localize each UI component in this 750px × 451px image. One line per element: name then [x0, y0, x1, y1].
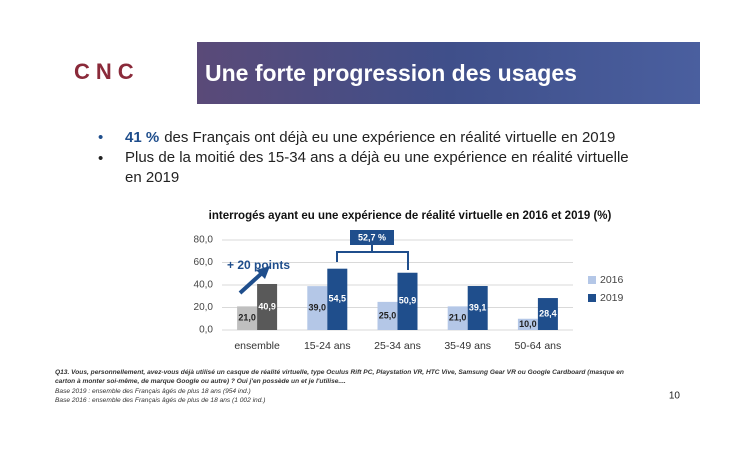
value-label: 25,0	[379, 310, 397, 320]
bar	[327, 268, 348, 330]
x-tick-label: 50-64 ans	[515, 340, 562, 352]
plot: 0,020,040,060,080,0ensemble21,040,915-24…	[194, 235, 624, 352]
y-tick-label: 80,0	[194, 235, 214, 246]
page-number: 10	[669, 391, 681, 402]
x-tick-label: 25-34 ans	[374, 340, 421, 352]
value-label: 54,5	[329, 294, 347, 304]
value-label: 40,9	[258, 301, 276, 311]
bracket	[336, 251, 409, 270]
legend-swatch	[588, 276, 596, 284]
arrow	[238, 271, 264, 295]
header-banner	[197, 42, 700, 104]
bar	[467, 286, 488, 330]
bullet-dot: •	[98, 129, 103, 146]
bar	[237, 306, 258, 330]
bullet-highlight: 41 %	[125, 129, 159, 146]
bar	[517, 318, 538, 330]
x-tick-label: 15-24 ans	[304, 340, 351, 352]
arrow-head	[256, 266, 270, 279]
bullet-wrap: Plus de la moitié des 15-34 ans a déjà e…	[125, 149, 629, 186]
x-tick-label: ensemble	[234, 340, 280, 352]
y-tick-label: 20,0	[194, 302, 214, 313]
footnote: Base 2016 : ensemble des Français âgés d…	[55, 397, 265, 404]
bullet-text: Plus de la moitié des 15-34 ans a déjà e…	[125, 149, 629, 186]
bullet-text: 41 % des Français ont déjà eu une expérie…	[125, 129, 615, 146]
x-tick-label: 35-49 ans	[444, 340, 491, 352]
logo: CNC	[74, 59, 140, 84]
value-label: 50,9	[399, 296, 417, 306]
bar	[377, 301, 398, 330]
y-tick-label: 40,0	[194, 280, 214, 291]
legend-label: 2016	[600, 274, 624, 286]
bullet-dot: •	[98, 150, 103, 167]
y-tick-label: 60,0	[194, 257, 214, 268]
bar	[397, 272, 418, 330]
footnote: Base 2019 : ensemble des Français âgés d…	[55, 388, 251, 395]
value-label: 10,0	[519, 319, 537, 329]
footnote: Q13. Vous, personnellement, avez-vous dé…	[55, 369, 624, 376]
legend-swatch	[588, 294, 596, 302]
chart-title: interrogés ayant eu une expérience de ré…	[209, 210, 612, 222]
y-tick-label: 0,0	[199, 325, 213, 336]
bar	[537, 298, 558, 330]
value-label: 39,0	[309, 302, 327, 312]
annotation: 52,7 %	[358, 232, 386, 242]
bullet-rest: des Français ont déjà eu une expérience …	[164, 129, 615, 146]
bar	[307, 286, 328, 330]
annotation: + 20 points	[227, 258, 290, 272]
value-label: 39,1	[469, 302, 487, 312]
footnote: carton à monter soi-même, de marque Goog…	[55, 378, 346, 385]
legend-label: 2019	[600, 292, 624, 304]
annotation-box	[350, 230, 394, 245]
value-label: 21,0	[238, 313, 256, 323]
bar	[257, 283, 278, 330]
header-title: Une forte progression des usages	[205, 60, 577, 86]
value-label: 28,4	[539, 308, 557, 318]
bar	[447, 306, 468, 330]
value-label: 21,0	[449, 313, 467, 323]
